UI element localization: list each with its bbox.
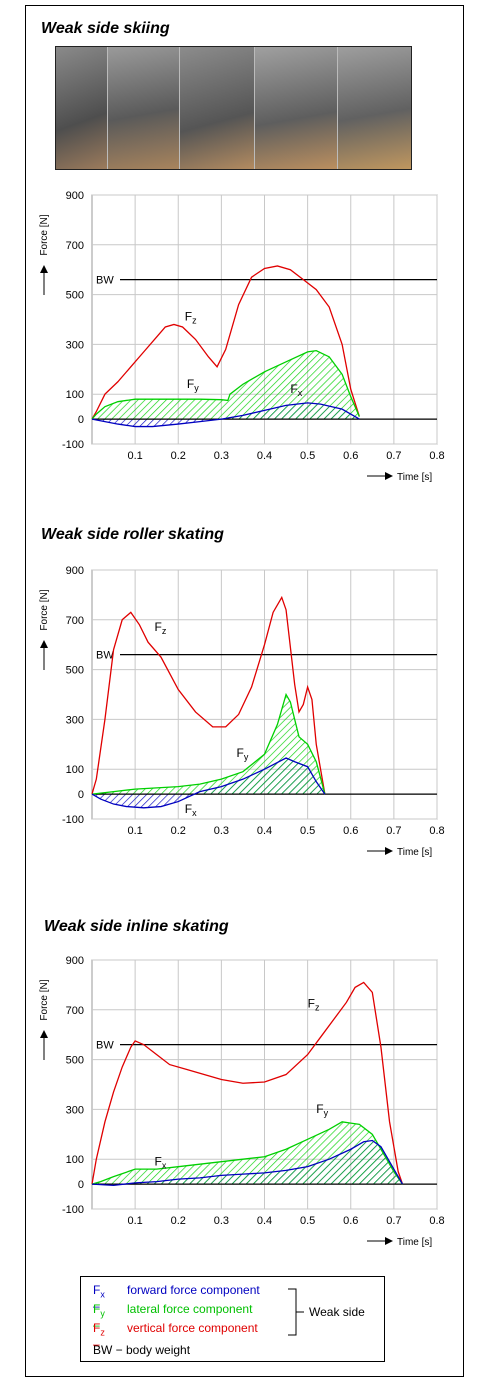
panel-title-skiing: Weak side skiing bbox=[41, 20, 170, 37]
x-tick-label: 0.7 bbox=[386, 450, 401, 462]
y-tick-label: 500 bbox=[66, 665, 84, 677]
x-axis-label: Time [s] bbox=[397, 847, 432, 858]
y-tick-label: 700 bbox=[66, 1005, 84, 1017]
photo-frame-2 bbox=[108, 47, 180, 169]
x-tick-label: 0.1 bbox=[127, 450, 142, 462]
photo-frame-1 bbox=[56, 47, 108, 169]
series-line-fz bbox=[91, 981, 404, 1185]
y-tick-label: -100 bbox=[62, 1204, 84, 1216]
legend: Fx – forward force component Fy – latera… bbox=[80, 1276, 385, 1362]
x-tick-label: 0.6 bbox=[343, 450, 358, 462]
x-axis-label: Time [s] bbox=[397, 472, 432, 483]
y-tick-label: -100 bbox=[62, 439, 84, 451]
legend-bw-text: BW − body weight bbox=[93, 1343, 191, 1357]
x-tick-label: 0.5 bbox=[300, 450, 315, 462]
x-tick-label: 0.2 bbox=[171, 1215, 186, 1227]
x-tick-label: 0.8 bbox=[429, 450, 444, 462]
y-axis-label: Force [N] bbox=[39, 979, 50, 1020]
series-line-fx bbox=[91, 757, 326, 809]
y-tick-label: 700 bbox=[66, 240, 84, 252]
y-tick-label: 300 bbox=[66, 714, 84, 726]
legend-symbol-fx: Fx – bbox=[93, 1283, 105, 1314]
series-line-fy bbox=[91, 1121, 404, 1185]
y-tick-label: 100 bbox=[66, 389, 84, 401]
chart-inline-skating: 0.1 0.2 0.3 0.4 0.5 0.6 0.7 0.8 -100 0 100 300 500 70… bbox=[39, 955, 445, 1248]
y-tick-label: 900 bbox=[66, 190, 84, 202]
bw-label: BW bbox=[96, 650, 114, 662]
legend-symbol-fy: Fy – bbox=[93, 1302, 105, 1333]
y-tick-label: 900 bbox=[66, 565, 84, 577]
chart-roller-skating: 0.1 0.2 0.3 0.4 0.5 0.6 0.7 0.8 -100 0 100 300 500 70… bbox=[39, 565, 445, 858]
y-axis-arrowhead bbox=[40, 640, 48, 648]
y-tick-label: 300 bbox=[66, 1104, 84, 1116]
x-tick-label: 0.4 bbox=[257, 450, 272, 462]
legend-symbol-fz: Fz – bbox=[93, 1321, 105, 1352]
x-tick-label: 0.8 bbox=[429, 825, 444, 837]
x-tick-label: 0.2 bbox=[171, 825, 186, 837]
y-tick-label: 700 bbox=[66, 615, 84, 627]
bw-label: BW bbox=[96, 275, 114, 287]
y-axis-label: Force [N] bbox=[39, 589, 50, 630]
y-axis-label: Force [N] bbox=[39, 214, 50, 255]
x-axis-arrowhead bbox=[385, 472, 393, 480]
series-fill-fy bbox=[92, 694, 325, 795]
x-tick-label: 0.3 bbox=[214, 450, 229, 462]
legend-text-fy: lateral force component bbox=[127, 1302, 253, 1316]
series-line-fz bbox=[91, 595, 326, 795]
x-tick-label: 0.6 bbox=[343, 1215, 358, 1227]
x-axis-arrowhead bbox=[385, 847, 393, 855]
x-tick-label: 0.2 bbox=[171, 450, 186, 462]
legend-text-fx: forward force component bbox=[127, 1283, 260, 1297]
x-tick-label: 0.5 bbox=[300, 825, 315, 837]
x-tick-label: 0.1 bbox=[127, 825, 142, 837]
series-line-fx bbox=[91, 1139, 404, 1186]
y-tick-label: 0 bbox=[78, 1179, 84, 1191]
x-tick-label: 0.5 bbox=[300, 1215, 315, 1227]
y-tick-label: 900 bbox=[66, 955, 84, 967]
bw-label: BW bbox=[96, 1040, 114, 1052]
photo-frame-5 bbox=[338, 47, 411, 169]
x-tick-label: 0.7 bbox=[386, 1215, 401, 1227]
y-axis-arrowhead bbox=[40, 1030, 48, 1038]
y-tick-label: 500 bbox=[66, 290, 84, 302]
x-tick-label: 0.6 bbox=[343, 825, 358, 837]
skiing-photo-strip bbox=[55, 46, 412, 170]
x-axis-arrowhead bbox=[385, 1237, 393, 1245]
y-tick-label: 0 bbox=[78, 789, 84, 801]
series-line-fy bbox=[91, 349, 360, 420]
series-fill-fy bbox=[92, 1121, 403, 1185]
y-tick-label: 500 bbox=[66, 1055, 84, 1067]
x-tick-label: 0.3 bbox=[214, 1215, 229, 1227]
series-line-fx bbox=[91, 402, 360, 428]
y-axis-arrowhead bbox=[40, 265, 48, 273]
photo-frame-4 bbox=[255, 47, 338, 169]
y-tick-label: 100 bbox=[66, 1154, 84, 1166]
x-tick-label: 0.1 bbox=[127, 1215, 142, 1227]
photo-frame-3 bbox=[180, 47, 255, 169]
x-tick-label: 0.8 bbox=[429, 1215, 444, 1227]
figure-frame bbox=[25, 5, 464, 1377]
x-axis-label: Time [s] bbox=[397, 1237, 432, 1248]
panel-title-roller: Weak side roller skating bbox=[41, 526, 224, 543]
chart-skiing: 0.1 0.2 0.3 0.4 0.5 0.6 0.7 0.8 -100 0 100 300 500 70… bbox=[39, 190, 445, 483]
x-tick-label: 0.7 bbox=[386, 825, 401, 837]
legend-bracket bbox=[288, 1288, 304, 1336]
x-tick-label: 0.4 bbox=[257, 1215, 272, 1227]
y-tick-label: 300 bbox=[66, 339, 84, 351]
y-tick-label: 100 bbox=[66, 764, 84, 776]
x-tick-label: 0.3 bbox=[214, 825, 229, 837]
x-tick-label: 0.4 bbox=[257, 825, 272, 837]
series-line-fy bbox=[91, 692, 326, 795]
y-tick-label: -100 bbox=[62, 814, 84, 826]
legend-text-fz: vertical force component bbox=[127, 1321, 258, 1335]
panel-title-inline: Weak side inline skating bbox=[44, 918, 229, 935]
legend-group-label: Weak side bbox=[309, 1305, 365, 1319]
y-tick-label: 0 bbox=[78, 414, 84, 426]
series-fill-fy bbox=[92, 350, 360, 420]
series-line-fz bbox=[91, 265, 360, 420]
